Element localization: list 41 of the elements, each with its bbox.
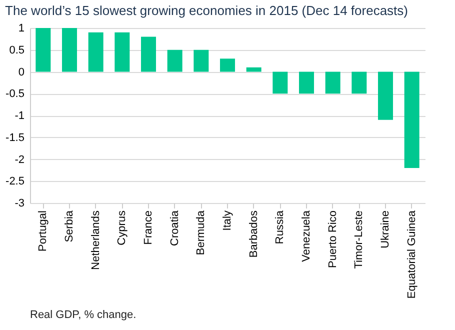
bar <box>167 50 182 72</box>
y-tick-label: -2 <box>14 154 24 166</box>
y-tick-label: 1 <box>18 22 24 34</box>
bar <box>220 58 235 72</box>
bar <box>246 67 262 72</box>
bar <box>194 50 209 72</box>
bar <box>352 72 367 94</box>
bar <box>36 28 51 72</box>
y-tick-label: -0.5 <box>6 88 24 100</box>
bar <box>272 72 288 94</box>
x-tick-label: Netherlands <box>90 210 102 270</box>
x-tick-label: Bermuda <box>195 210 208 256</box>
bar <box>378 72 393 120</box>
x-tick-label: Portugal <box>37 210 50 252</box>
text: Real GDP, % change. <box>30 309 136 321</box>
y-tick-label: -2.5 <box>6 176 24 188</box>
x-tick-label: Timor-Leste <box>353 210 366 269</box>
x-tick-label: Croatia <box>168 210 181 246</box>
x-tick-label: Russia <box>274 210 286 244</box>
y-tick-label: 0 <box>18 66 24 78</box>
bar <box>114 32 130 72</box>
x-tick-label: Italy <box>222 210 234 231</box>
bar <box>62 28 77 72</box>
y-tick-label: 0.5 <box>9 44 24 56</box>
y-tick-label: -1.5 <box>6 132 24 144</box>
chart-title: The world’s 15 slowest growing economies in 2015 (Dec 14 forecasts) <box>5 3 408 18</box>
x-tick-label: Equatorial Guinea <box>406 210 418 299</box>
x-tick-label: Serbia <box>64 210 76 242</box>
x-tick-label: Puerto Rico <box>326 210 339 268</box>
x-tick-label: Cyprus <box>116 210 128 246</box>
bar <box>141 36 156 72</box>
x-tick-label: France <box>142 210 154 245</box>
bar <box>325 72 340 94</box>
bar <box>88 32 104 72</box>
x-tick-label: Barbados <box>248 210 260 258</box>
x-tick-label: Ukraine <box>380 210 392 248</box>
bar <box>404 72 420 168</box>
y-tick-label: -1 <box>14 110 24 122</box>
x-tick-label: Venezuela <box>300 210 312 262</box>
y-tick-label: -3 <box>14 198 24 210</box>
bar <box>299 72 314 94</box>
